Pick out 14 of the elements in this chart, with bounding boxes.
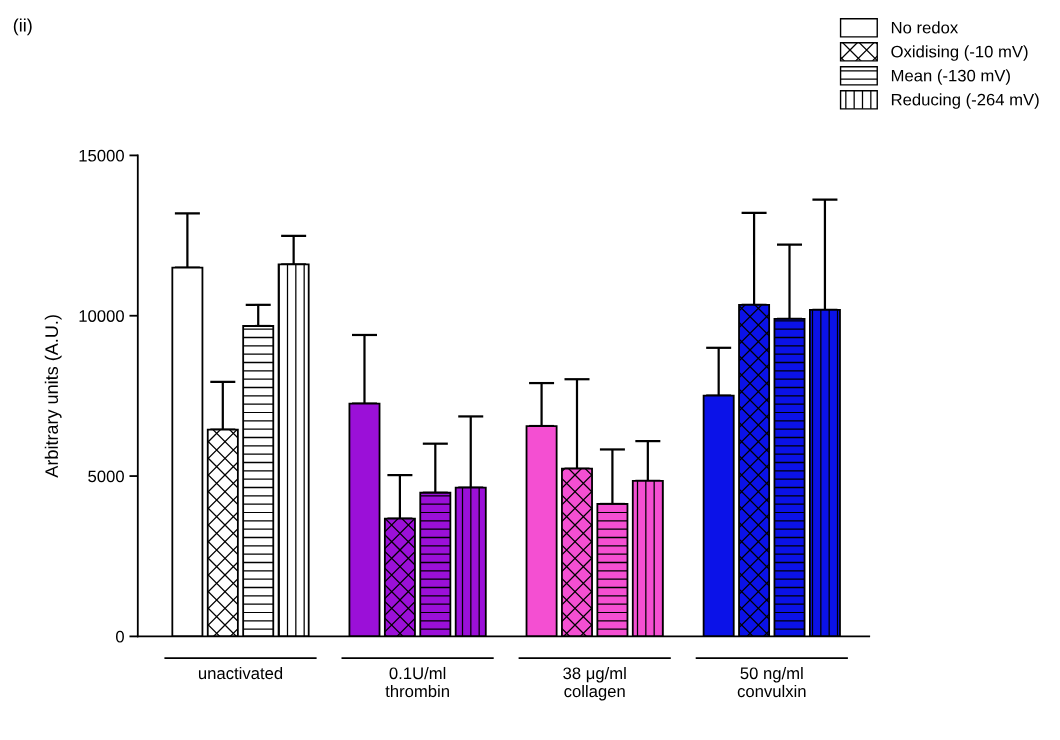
y-tick-label: 5000 — [88, 470, 124, 483]
x-tick-label: 38 μg/ml collagen — [563, 666, 626, 701]
y-axis-title: Arbitrary units (A.U.) — [44, 315, 62, 478]
x-tick-label: unactivated — [198, 666, 283, 680]
x-tick-label: 50 ng/ml convulxin — [737, 666, 806, 698]
y-tick-label: 10000 — [79, 310, 124, 322]
x-tick-label: 0.1U/ml thrombin — [385, 666, 449, 698]
y-tick-label: 0 — [115, 630, 124, 643]
legend-label: Reducing (-264 mV) — [891, 93, 1039, 109]
y-tick-label: 15000 — [79, 149, 124, 162]
legend-label: No redox — [891, 21, 959, 34]
chart-title: (ii) — [13, 18, 32, 36]
legend-label: Mean (-130 mV) — [891, 69, 1010, 85]
legend-label: Oxidising (-10 mV) — [891, 45, 1028, 61]
